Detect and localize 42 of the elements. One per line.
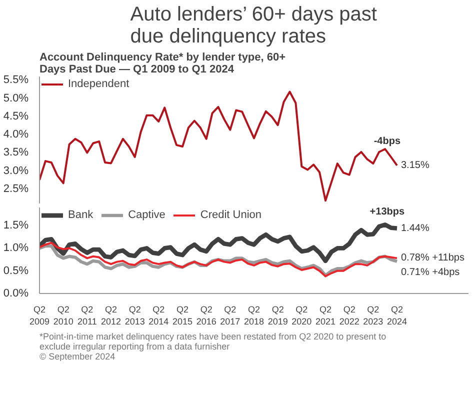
x-tick-label: Q2 2022 (339, 304, 360, 326)
y-tick-label: 5.0% (3, 92, 29, 104)
x-tick-label: Q2 2018 (244, 304, 264, 326)
annotation: +13bps (370, 206, 405, 218)
x-tick-label: Q2 2010 (53, 304, 74, 326)
y-tick-label: 1.0% (3, 242, 29, 254)
text: © September 2024 (40, 352, 116, 362)
legend-label: Independent (68, 78, 130, 90)
annotation: 0.71% +4bps (401, 266, 460, 278)
text: *Point-in-time market delinquency rates have been restated from Q2 2020 to present to exclude irregular reporting from a data furnisher (40, 332, 386, 352)
annotation: 1.44% (401, 222, 430, 234)
x-tick-label: Q2 2011 (77, 304, 97, 326)
y-tick-label: 2.5% (3, 182, 29, 195)
annotation: 0.78% +11bps (401, 252, 464, 264)
line-series (40, 222, 400, 264)
x-tick-label: Q2 2014 (148, 304, 169, 326)
y-tick-label: 1.5% (3, 220, 29, 232)
y-tick-label: 0.0% (3, 288, 29, 300)
x-tick-label: Q2 2009 (29, 304, 50, 326)
chart-subtitle: Account Delinquency Rate* by lender type, 60+ Days Past Due — Q1 2009 to Q1 2024 (40, 52, 286, 76)
annotation: -4bps (374, 136, 401, 148)
y-tick-label: 3.5% (3, 146, 29, 159)
y-tick-label: 4.5% (3, 110, 29, 122)
y-tick-label: 0.5% (3, 264, 29, 277)
x-tick-label: Q2 2015 (172, 304, 193, 326)
y-tick-label: 3.0% (3, 164, 29, 177)
x-tick-label: Q2 2017 (220, 304, 240, 326)
x-tick-label: Q2 2020 (292, 304, 312, 326)
x-tick-label: Q2 2021 (315, 304, 336, 326)
x-tick-label: Q2 2016 (196, 304, 216, 326)
x-tick-label: Q2 2024 (386, 304, 408, 326)
x-tick-label: Q2 2013 (124, 304, 145, 326)
annotation: 3.15% (401, 160, 430, 171)
chart-title: Auto lenders’ 60+ days past due delinquency rates (130, 4, 378, 48)
y-tick-label: 4.0% (3, 128, 29, 141)
x-tick-label: Q2 2023 (363, 304, 384, 326)
x-tick-label: Q2 2019 (268, 304, 288, 326)
legend-label: Captive (128, 209, 166, 221)
legend-label: Bank (68, 209, 94, 221)
y-tick-label: 5.5% (3, 74, 29, 86)
legend-label: Credit Union (200, 209, 262, 221)
x-tick-label: Q2 2012 (100, 304, 122, 326)
